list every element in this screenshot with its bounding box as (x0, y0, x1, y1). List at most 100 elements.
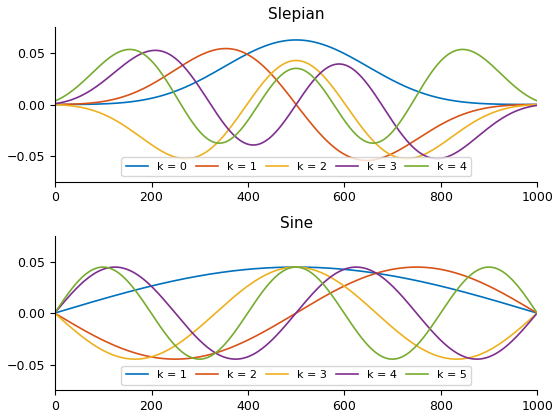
k = 1 (150, 81, 156, 86)
k = 2 (534, 311, 540, 316)
k = 4 (428, 328, 435, 333)
k = 3 (132, 357, 138, 362)
k = 2 (446, 136, 453, 141)
k = 1 (428, 281, 435, 286)
k = 3 (152, 48, 159, 53)
k = 3 (81, 336, 88, 341)
k = 3 (534, 103, 540, 108)
k = 4 (511, 84, 518, 89)
k = 4 (150, 60, 156, 65)
k = 4 (370, 141, 376, 146)
k = 5 (534, 311, 540, 316)
k = 3 (81, 92, 88, 97)
Line: k = 3: k = 3 (55, 50, 537, 159)
k = 1 (292, 265, 299, 270)
k = 1 (534, 102, 540, 107)
k = 3 (428, 155, 435, 160)
k = 0 (81, 102, 88, 107)
k = 5 (511, 280, 518, 285)
Title: Slepian: Slepian (268, 7, 324, 22)
k = 4 (52, 311, 59, 316)
k = 1 (446, 286, 452, 291)
k = 5 (446, 298, 453, 303)
k = 1 (52, 102, 59, 107)
k = 2 (428, 265, 435, 270)
k = 2 (150, 143, 156, 148)
k = 4 (428, 71, 435, 76)
Line: k = 1: k = 1 (55, 267, 537, 313)
Line: k = 0: k = 0 (55, 40, 537, 105)
Line: k = 1: k = 1 (55, 49, 537, 160)
Legend: k = 0, k = 1, k = 2, k = 3, k = 4: k = 0, k = 1, k = 2, k = 3, k = 4 (122, 157, 471, 176)
k = 2 (52, 102, 59, 107)
k = 0 (534, 102, 540, 107)
k = 3 (534, 311, 540, 316)
k = 4 (111, 265, 118, 270)
k = 3 (446, 153, 453, 158)
k = 2 (479, 281, 486, 286)
k = 2 (446, 269, 453, 274)
k = 5 (196, 357, 203, 362)
k = 1 (446, 118, 453, 123)
k = 2 (172, 357, 179, 362)
k = 4 (511, 336, 518, 341)
k = 2 (150, 354, 156, 360)
k = 4 (534, 98, 540, 103)
k = 1 (222, 46, 229, 51)
k = 2 (52, 311, 59, 316)
k = 2 (511, 297, 518, 302)
k = 4 (459, 47, 466, 52)
Title: Sine: Sine (279, 215, 312, 231)
k = 4 (534, 311, 540, 316)
k = 4 (52, 98, 59, 103)
k = 0 (52, 102, 59, 107)
Line: k = 4: k = 4 (55, 267, 537, 359)
k = 0 (150, 95, 156, 100)
k = 3 (479, 131, 486, 136)
k = 3 (446, 356, 453, 361)
k = 2 (534, 102, 540, 107)
k = 3 (511, 330, 518, 335)
k = 2 (81, 105, 88, 110)
Line: k = 5: k = 5 (55, 267, 537, 359)
k = 4 (150, 286, 157, 291)
k = 1 (363, 158, 370, 163)
k = 5 (100, 265, 106, 270)
k = 5 (81, 273, 88, 278)
k = 3 (479, 351, 486, 356)
k = 5 (428, 324, 435, 329)
k = 4 (446, 345, 452, 350)
Line: k = 4: k = 4 (55, 50, 537, 143)
k = 2 (428, 148, 435, 153)
k = 1 (534, 311, 540, 316)
Legend: k = 1, k = 2, k = 3, k = 4, k = 5: k = 1, k = 2, k = 3, k = 4, k = 5 (122, 366, 471, 385)
k = 1 (81, 302, 88, 307)
Line: k = 2: k = 2 (55, 267, 537, 359)
k = 5 (479, 266, 486, 271)
k = 3 (150, 48, 156, 53)
k = 4 (479, 356, 486, 361)
k = 2 (81, 328, 88, 333)
k = 3 (433, 156, 440, 161)
k = 0 (428, 93, 435, 98)
k = 2 (511, 104, 518, 109)
k = 1 (150, 283, 156, 288)
k = 2 (403, 156, 410, 161)
k = 4 (474, 357, 480, 362)
k = 1 (511, 102, 518, 108)
k = 1 (479, 106, 486, 111)
k = 0 (446, 97, 452, 102)
k = 3 (52, 311, 59, 316)
k = 2 (293, 58, 300, 63)
k = 4 (479, 55, 486, 60)
k = 4 (81, 78, 88, 83)
Line: k = 2: k = 2 (55, 60, 537, 159)
k = 4 (81, 278, 88, 284)
k = 4 (446, 51, 452, 56)
Line: k = 3: k = 3 (55, 267, 537, 359)
k = 2 (413, 265, 420, 270)
k = 3 (150, 354, 157, 359)
k = 1 (478, 294, 485, 299)
k = 5 (150, 314, 157, 319)
k = 3 (52, 101, 59, 106)
